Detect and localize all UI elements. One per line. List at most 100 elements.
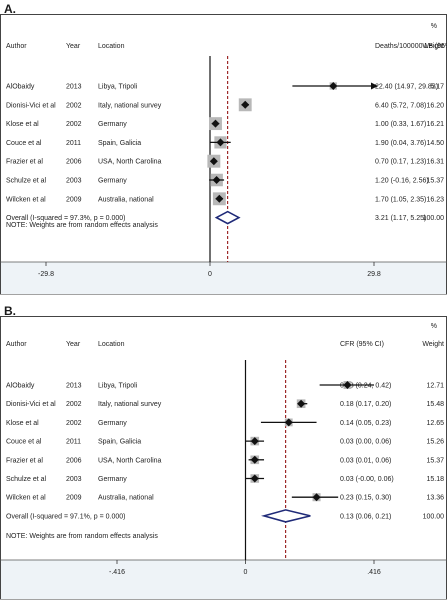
- axis-band: [1, 262, 446, 294]
- study-ci: 1.00 (0.33, 1.67): [375, 121, 426, 128]
- x-tick-label: 29.8: [367, 271, 381, 278]
- header-location: Location: [98, 341, 125, 348]
- study-point-marker: [343, 381, 352, 389]
- study-location: Italy, national survey: [98, 401, 162, 408]
- study-location: Germany: [98, 178, 127, 185]
- study-location: Italy, national survey: [98, 102, 162, 109]
- study-author: AlObaidy: [6, 84, 35, 91]
- study-author: Couce et al: [6, 140, 42, 147]
- study-year: 2009: [66, 196, 82, 203]
- study-point-marker: [284, 418, 293, 427]
- study-ci: 0.18 (0.17, 0.20): [340, 401, 391, 408]
- study-author: Wilcken et al: [6, 196, 46, 203]
- study-ci: 1.20 (-0.16, 2.56): [375, 178, 429, 185]
- header-location: Location: [98, 43, 125, 50]
- header-estimate: CFR (95% CI): [340, 341, 384, 348]
- study-point-marker: [216, 138, 225, 147]
- study-weight: 16.23: [426, 196, 444, 203]
- study-author: Couce et al: [6, 439, 42, 446]
- header-weight: Weight: [422, 341, 444, 348]
- study-author: Wilcken et al: [6, 495, 46, 502]
- forest-plot-b: % Author Year Location CFR (95% CI) Weight AlO…: [0, 316, 447, 600]
- panel-a-label: A.: [4, 2, 16, 16]
- study-author: Dionisi-Vici et al: [6, 102, 56, 109]
- study-year: 2002: [66, 420, 82, 427]
- study-weight: 15.48: [426, 401, 444, 408]
- study-ci: 0.33 (0.24, 0.42): [340, 383, 391, 390]
- header-author: Author: [6, 43, 27, 50]
- study-ci: 0.23 (0.15, 0.30): [340, 495, 391, 502]
- study-ci: 0.03 (-0.00, 0.06): [340, 476, 394, 483]
- study-weight: 16.31: [426, 159, 444, 166]
- x-tick-label: -29.8: [38, 271, 54, 278]
- study-point-marker: [211, 119, 220, 128]
- study-point-marker: [250, 474, 259, 483]
- study-point-marker: [212, 176, 221, 184]
- study-ci: 0.70 (0.17, 1.23): [375, 159, 426, 166]
- study-ci: 6.40 (5.72, 7.08): [375, 102, 426, 109]
- study-weight: 15.37: [426, 178, 444, 185]
- study-point-marker: [312, 493, 321, 502]
- study-ci: 0.14 (0.05, 0.23): [340, 420, 391, 427]
- overall-label: Overall (I-squared = 97.1%, p = 0.000): [6, 513, 125, 520]
- study-author: Schulze et al: [6, 178, 47, 185]
- study-author: Klose et al: [6, 121, 39, 128]
- overall-weight: 100.00: [423, 513, 445, 520]
- study-location: Libya, Tripoli: [98, 383, 138, 390]
- header-author: Author: [6, 341, 27, 348]
- axis-band: [1, 560, 446, 599]
- study-author: Frazier et al: [6, 457, 43, 464]
- study-weight: 15.18: [426, 476, 444, 483]
- study-weight: 15.26: [426, 439, 444, 446]
- overall-diamond: [261, 509, 311, 523]
- study-ci: 1.90 (0.04, 3.76): [375, 140, 426, 147]
- study-location: USA, North Carolina: [98, 159, 162, 166]
- study-point-marker: [329, 82, 338, 90]
- x-tick-label: 0: [208, 271, 212, 278]
- study-ci: 0.03 (0.00, 0.06): [340, 439, 391, 446]
- study-weight: 16.20: [426, 102, 444, 109]
- study-location: Germany: [98, 121, 127, 128]
- study-point-marker: [209, 157, 218, 166]
- header-year: Year: [66, 43, 81, 50]
- study-point-marker: [241, 100, 250, 109]
- study-year: 2011: [66, 140, 81, 147]
- weights-note: NOTE: Weights are from random effects an…: [6, 222, 158, 229]
- study-weight: 14.50: [426, 140, 444, 147]
- study-point-marker: [297, 399, 306, 408]
- study-year: 2011: [66, 439, 81, 446]
- study-point-marker: [250, 437, 259, 446]
- study-ci: 0.03 (0.01, 0.06): [340, 457, 391, 464]
- study-location: Australia, national: [98, 495, 154, 502]
- study-point-marker: [250, 455, 259, 464]
- study-location: Germany: [98, 420, 127, 427]
- study-location: Germany: [98, 476, 127, 483]
- overall-ci: 3.21 (1.17, 5.25): [375, 215, 426, 222]
- study-weight: 13.36: [426, 495, 444, 502]
- header-estimate: Deaths/100000 LB (95% CI): [375, 43, 447, 50]
- header-year: Year: [66, 341, 81, 348]
- study-location: Australia, national: [98, 196, 154, 203]
- study-location: USA, North Carolina: [98, 457, 162, 464]
- study-location: Libya, Tripoli: [98, 84, 138, 91]
- overall-diamond: [214, 210, 241, 225]
- x-tick-label: .416: [367, 569, 381, 576]
- study-weight: 16.21: [426, 121, 444, 128]
- overall-weight: 100.00: [423, 215, 445, 222]
- header-percent: %: [431, 323, 437, 330]
- study-year: 2013: [66, 383, 82, 390]
- study-location: Spain, Galicia: [98, 140, 141, 147]
- study-weight: 12.71: [426, 383, 444, 390]
- overall-ci: 0.13 (0.06, 0.21): [340, 513, 391, 520]
- study-author: Dionisi-Vici et al: [6, 401, 56, 408]
- study-year: 2006: [66, 159, 82, 166]
- panel-b-label: B.: [4, 304, 16, 318]
- study-year: 2009: [66, 495, 82, 502]
- weights-note: NOTE: Weights are from random effects an…: [6, 533, 158, 540]
- study-weight: 5.17: [430, 84, 444, 91]
- study-ci: 22.40 (14.97, 29.83): [375, 84, 438, 91]
- study-location: Spain, Galicia: [98, 439, 141, 446]
- header-weight: Weight: [422, 43, 444, 50]
- study-ci-arrow: [371, 82, 378, 90]
- study-weight: 12.65: [426, 420, 444, 427]
